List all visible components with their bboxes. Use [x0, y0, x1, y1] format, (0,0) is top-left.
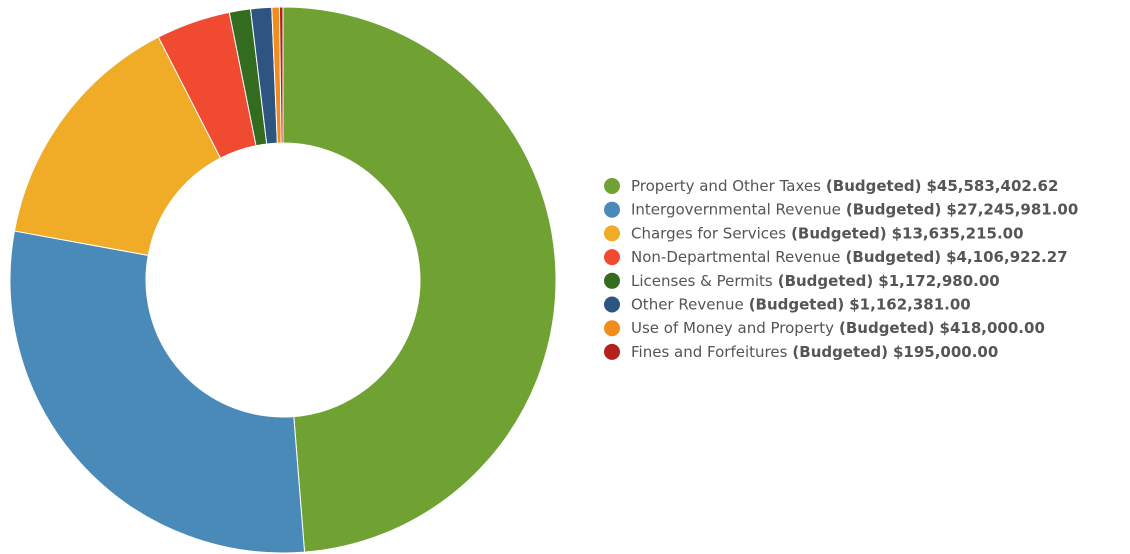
legend-value: $1,162,381.00: [849, 295, 970, 313]
slice: [282, 6, 557, 553]
legend-entry: Non-Departmental Revenue (Budgeted) $4,106…: [631, 248, 1068, 266]
legend-label: Non-Departmental Revenue: [631, 248, 841, 266]
legend-tag: (Budgeted): [826, 177, 922, 195]
legend-entry: Other Revenue (Budgeted) $1,162,381.00: [631, 295, 971, 313]
legend-label: Charges for Services: [631, 224, 786, 242]
legend-swatch: [604, 272, 620, 289]
legend-label: Intergovernmental Revenue: [631, 200, 841, 218]
legend-tag: (Budgeted): [846, 200, 942, 218]
legend-tag: (Budgeted): [778, 271, 874, 289]
legend-tag: (Budgeted): [846, 248, 942, 266]
legend-entry: Use of Money and Property (Budgeted) $418,…: [631, 319, 1045, 337]
legend-tag: (Budgeted): [839, 319, 935, 337]
slice: [278, 6, 284, 144]
legend-value: $195,000.00: [893, 342, 998, 360]
slice: [9, 230, 306, 554]
legend-value: $27,245,981.00: [946, 200, 1078, 218]
legend-entry: Fines and Forfeitures (Budgeted) $195,000.…: [631, 342, 998, 360]
legend-swatch: [604, 178, 620, 194]
legend-tag: (Budgeted): [791, 224, 887, 242]
legend-tag: (Budgeted): [792, 342, 888, 360]
legend-value: $13,635,215.00: [892, 224, 1024, 242]
slice: [13, 36, 222, 256]
legend-swatch: [604, 296, 620, 313]
legend-label: Property and Other Taxes: [631, 177, 821, 195]
legend-value: $1,172,980.00: [878, 271, 999, 289]
legend-swatch: [604, 320, 620, 337]
legend-label: Other Revenue: [631, 295, 744, 313]
legend-swatch: [604, 225, 620, 242]
legend-label: Fines and Forfeitures: [631, 342, 788, 360]
legend-entry: Licenses & Permits (Budgeted) $1,172,980.0…: [631, 271, 1000, 289]
legend-label: Use of Money and Property: [631, 319, 834, 337]
legend-label: Licenses & Permits: [631, 271, 773, 289]
legend-entry: Charges for Services (Budgeted) $13,635,21…: [631, 224, 1024, 242]
legend-swatch: [604, 249, 620, 266]
legend-entry: Intergovernmental Revenue (Budgeted) $27,2…: [631, 200, 1078, 218]
legend-value: $4,106,922.27: [946, 248, 1067, 266]
legend-tag: (Budgeted): [749, 295, 845, 313]
legend-swatch: [604, 343, 620, 360]
legend-value: $418,000.00: [940, 319, 1045, 337]
legend-value: $45,583,402.62: [926, 177, 1058, 195]
legend-swatch: [604, 201, 620, 218]
legend-entry: Property and Other Taxes (Budgeted) $45,58…: [631, 177, 1058, 195]
